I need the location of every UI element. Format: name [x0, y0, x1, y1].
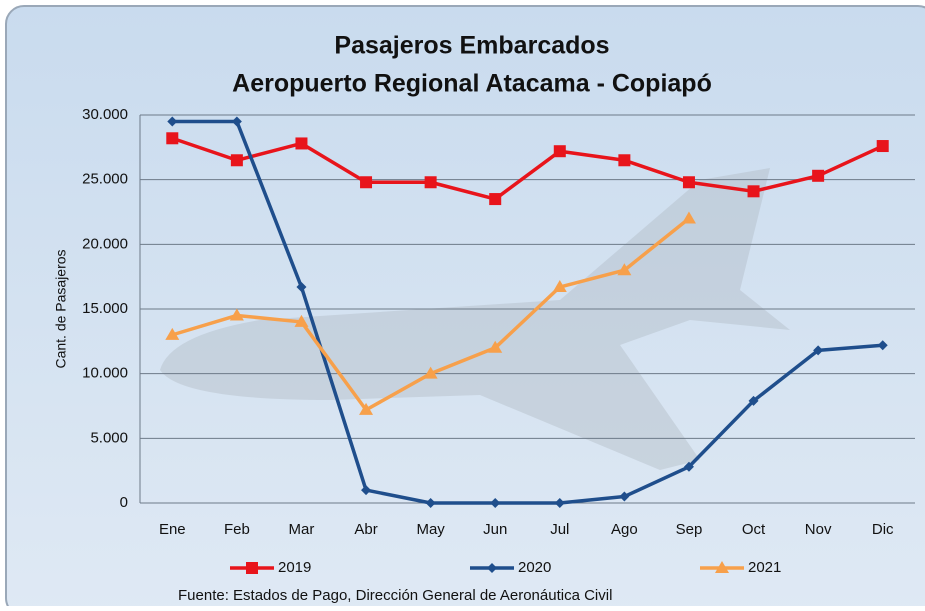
legend-label: 2019 — [278, 559, 311, 576]
y-axis-label: Cant. de Pasajeros — [53, 249, 69, 368]
legend-label: 2020 — [518, 559, 551, 576]
y-tick-label: 0 — [120, 494, 128, 511]
x-tick-label: Dic — [872, 521, 894, 538]
marker — [425, 176, 437, 188]
marker — [618, 154, 630, 166]
x-tick-label: Oct — [742, 521, 766, 538]
marker — [554, 145, 566, 157]
y-tick-label: 25.000 — [82, 171, 128, 188]
x-tick-label: Ene — [159, 521, 186, 538]
y-tick-label: 30.000 — [82, 106, 128, 123]
marker — [877, 140, 889, 152]
chart: Pasajeros Embarcados Aeropuerto Regional… — [0, 0, 925, 606]
marker — [166, 132, 178, 144]
legend-label: 2021 — [748, 559, 781, 576]
x-tick-label: Sep — [676, 521, 703, 538]
y-tick-label: 15.000 — [82, 300, 128, 317]
x-tick-label: Feb — [224, 521, 250, 538]
y-tick-label: 10.000 — [82, 365, 128, 382]
x-tick-label: Jun — [483, 521, 507, 538]
x-tick-label: Nov — [805, 521, 832, 538]
marker — [246, 562, 258, 574]
chart-title: Aeropuerto Regional Atacama - Copiapó — [232, 70, 712, 98]
marker — [231, 154, 243, 166]
y-tick-label: 20.000 — [82, 235, 128, 252]
x-tick-label: Ago — [611, 521, 638, 538]
marker — [683, 176, 695, 188]
marker — [748, 185, 760, 197]
x-tick-label: Jul — [550, 521, 569, 538]
y-tick-label: 5.000 — [90, 429, 128, 446]
marker — [295, 137, 307, 149]
marker — [812, 170, 824, 182]
x-tick-label: Abr — [354, 521, 377, 538]
source-note: Fuente: Estados de Pago, Dirección Gener… — [178, 587, 612, 604]
marker — [489, 193, 501, 205]
marker — [360, 176, 372, 188]
chart-title: Pasajeros Embarcados — [334, 32, 609, 60]
x-tick-label: Mar — [289, 521, 315, 538]
x-tick-label: May — [416, 521, 445, 538]
